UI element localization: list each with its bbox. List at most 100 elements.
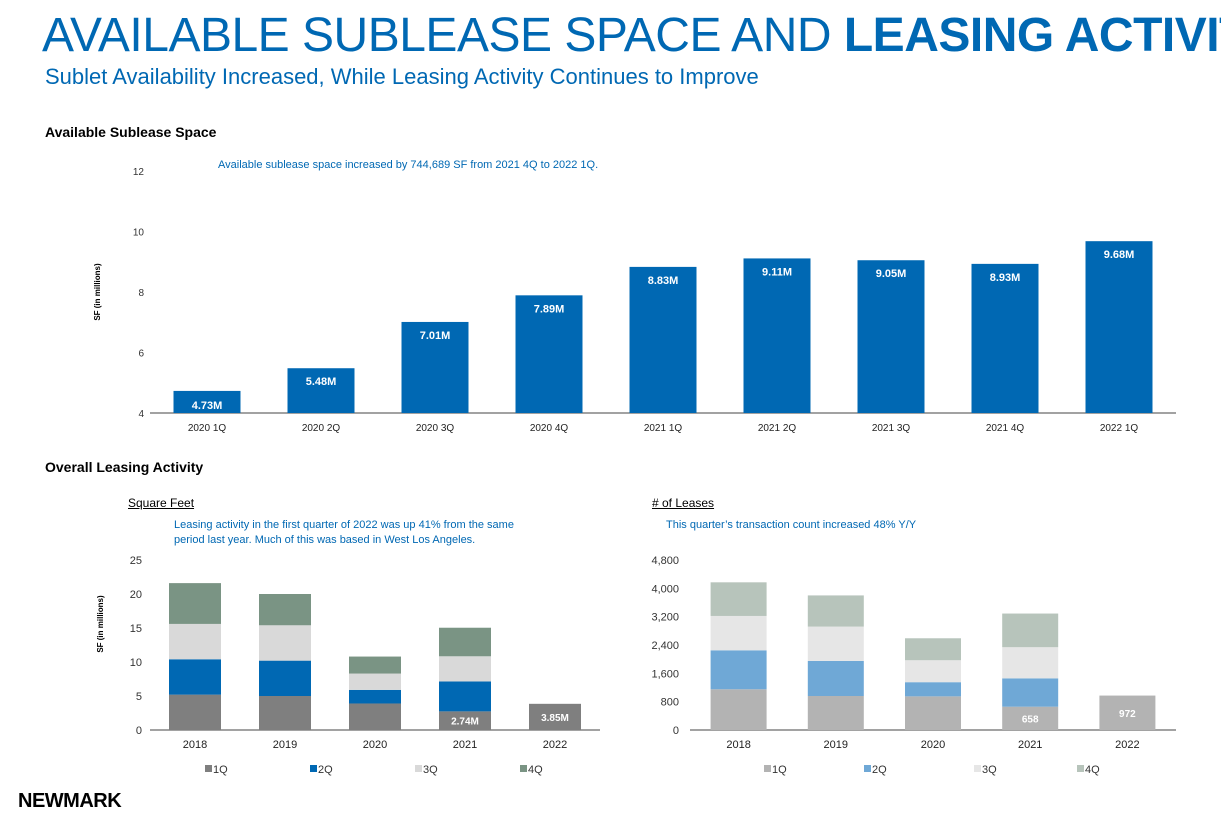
- sublease-data-label: 5.48M: [306, 376, 337, 388]
- sublease-bar: [173, 390, 241, 413]
- leases-bar-3q: [1002, 647, 1059, 679]
- sublease-bar: [857, 260, 925, 413]
- leases-legend-label: 4Q: [1085, 764, 1100, 776]
- sqft-bar-2q: [259, 660, 311, 696]
- sublease-xtick-label: 2021 4Q: [986, 423, 1025, 434]
- leases-bar-4q: [807, 595, 864, 627]
- sqft-ylabel: SF (in millions): [96, 595, 105, 653]
- sqft-ytick-label: 25: [130, 555, 142, 567]
- leases-bar-4q: [710, 582, 767, 616]
- sublease-bar: [971, 263, 1039, 413]
- leases-bar-3q: [807, 626, 864, 661]
- sqft-legend-swatch: [310, 765, 317, 772]
- sqft-bar-2q: [169, 659, 221, 695]
- leases-bar-3q: [710, 615, 767, 651]
- sqft-legend-swatch: [520, 765, 527, 772]
- sqft-bar-2q: [439, 681, 491, 712]
- leases-bar-2q: [905, 682, 961, 697]
- sublease-ytick-label: 10: [133, 228, 145, 239]
- sqft-ytick-label: 5: [136, 691, 142, 703]
- sqft-note: Leasing activity in the first quarter of…: [174, 519, 514, 546]
- sublease-section-title: Available Sublease Space: [45, 124, 217, 140]
- sublease-xtick-label: 2021 2Q: [758, 423, 797, 434]
- newmark-logo: NEWMARK: [18, 790, 122, 812]
- sqft-data-label: 2.74M: [451, 717, 479, 728]
- sublease-ytick-label: 4: [138, 409, 144, 420]
- sqft-data-label: 3.85M: [541, 713, 569, 724]
- sublease-data-label: 7.01M: [420, 330, 451, 342]
- sublease-xtick-label: 2021 1Q: [644, 423, 683, 434]
- sublease-data-label: 9.68M: [1104, 249, 1135, 261]
- leases-bar-4q: [1002, 613, 1059, 648]
- leasing-section-title: Overall Leasing Activity: [45, 459, 204, 475]
- leases-xtick-label: 2019: [824, 739, 848, 751]
- sqft-ytick-label: 20: [130, 589, 142, 601]
- leases-data-label: 658: [1022, 714, 1039, 725]
- leases-bar-3q: [905, 660, 961, 683]
- sublease-data-label: 8.93M: [990, 272, 1021, 284]
- sqft-xtick-label: 2020: [363, 739, 387, 751]
- leases-bar-1q: [807, 696, 864, 730]
- leases-ytick-label: 4,800: [651, 555, 679, 567]
- leases-bar-1q: [1099, 695, 1156, 730]
- sqft-bar-1q: [259, 696, 311, 730]
- sublease-ytick-label: 8: [138, 288, 144, 299]
- sqft-legend-swatch: [415, 765, 422, 772]
- leases-note: This quarter’s transaction count increas…: [666, 519, 917, 531]
- page-title-bold: LEASING ACTIVITY: [843, 9, 1221, 62]
- sqft-bar-1q: [439, 711, 491, 730]
- sqft-ytick-label: 15: [130, 623, 142, 635]
- sqft-legend-swatch: [205, 765, 212, 772]
- sqft-bar-4q: [349, 656, 401, 674]
- leases-bar-2q: [710, 650, 767, 690]
- sqft-xtick-label: 2021: [453, 739, 477, 751]
- sublease-xtick-label: 2021 3Q: [872, 423, 911, 434]
- sqft-xtick-label: 2018: [183, 739, 207, 751]
- leases-legend-swatch: [974, 765, 981, 772]
- sqft-legend-label: 2Q: [318, 764, 333, 776]
- sublease-xtick-label: 2020 3Q: [416, 423, 455, 434]
- sqft-bar-3q: [259, 625, 311, 661]
- sublease-data-label: 4.73M: [192, 400, 223, 412]
- sqft-xtick-label: 2022: [543, 739, 567, 751]
- leases-bar-2q: [807, 660, 864, 696]
- sublease-note: Available sublease space increased by 74…: [218, 159, 599, 171]
- leases-bar-2q: [1002, 678, 1059, 707]
- sqft-ytick-label: 10: [130, 657, 142, 669]
- sublease-data-label: 9.11M: [762, 266, 792, 278]
- leases-legend-label: 2Q: [872, 764, 887, 776]
- sublease-bar: [401, 321, 469, 413]
- leases-bar-1q: [1002, 706, 1059, 730]
- leases-data-label: 972: [1119, 709, 1136, 720]
- sqft-bar-1q: [529, 703, 581, 730]
- sublease-data-label: 8.83M: [648, 275, 679, 287]
- page-subtitle: Sublet Availability Increased, While Lea…: [45, 64, 759, 89]
- sublease-xtick-label: 2020 4Q: [530, 423, 569, 434]
- sqft-legend-label: 4Q: [528, 764, 543, 776]
- sqft-bar-2q: [349, 689, 401, 704]
- sqft-bar-1q: [169, 694, 221, 730]
- page-title-regular: AVAILABLE SUBLEASE SPACE AND: [42, 9, 844, 62]
- sqft-bar-4q: [259, 594, 311, 626]
- leases-ytick-label: 4,000: [651, 583, 679, 595]
- sublease-xtick-label: 2020 1Q: [188, 423, 227, 434]
- leases-xtick-label: 2022: [1115, 739, 1139, 751]
- leases-legend-label: 1Q: [772, 764, 787, 776]
- sublease-bar: [743, 258, 811, 413]
- leases-chart-label: # of Leases: [652, 496, 715, 510]
- sublease-data-label: 9.05M: [876, 268, 907, 280]
- leases-ytick-label: 0: [673, 725, 679, 737]
- sublease-ytick-label: 6: [138, 349, 144, 360]
- sqft-bar-3q: [349, 673, 401, 690]
- sublease-data-label: 7.89M: [534, 303, 565, 315]
- sqft-chart-label: Square Feet: [128, 496, 195, 510]
- sqft-bar-1q: [349, 703, 401, 730]
- leases-xtick-label: 2021: [1018, 739, 1042, 751]
- sqft-xtick-label: 2019: [273, 739, 297, 751]
- sublease-bar: [629, 266, 697, 413]
- sqft-bar-3q: [439, 656, 491, 682]
- sqft-bar-3q: [169, 623, 221, 660]
- sublease-xtick-label: 2020 2Q: [302, 423, 341, 434]
- sublease-ytick-label: 12: [133, 167, 145, 178]
